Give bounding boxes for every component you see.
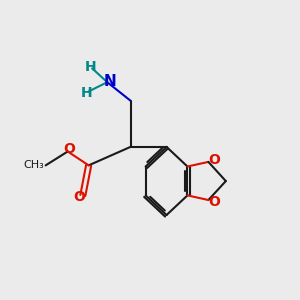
Text: N: N xyxy=(103,74,116,88)
Text: O: O xyxy=(74,190,85,203)
Text: O: O xyxy=(63,142,75,156)
Text: CH₃: CH₃ xyxy=(24,160,44,170)
Text: O: O xyxy=(208,195,220,209)
Text: O: O xyxy=(208,153,220,167)
Text: H: H xyxy=(85,60,96,74)
Text: H: H xyxy=(81,85,93,100)
